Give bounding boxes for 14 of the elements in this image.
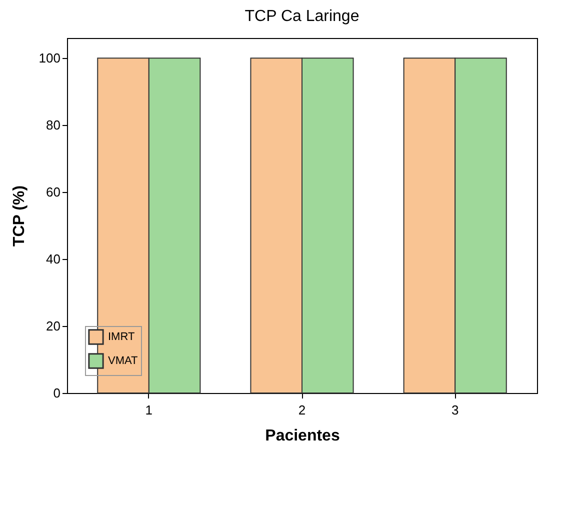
- y-axis-title: TCP (%): [10, 185, 28, 247]
- x-tick-label: 2: [298, 402, 306, 418]
- y-tick-label: 20: [46, 318, 60, 334]
- y-tick-label: 100: [38, 50, 60, 66]
- y-tick-label: 0: [53, 386, 60, 400]
- x-axis-title: Pacientes: [265, 428, 340, 444]
- x-tick-label: 3: [451, 402, 459, 418]
- y-tick-label: 60: [46, 184, 60, 200]
- x-tick-label: 1: [145, 402, 153, 418]
- legend-label: VMAT: [108, 355, 138, 367]
- legend-label: IMRT: [108, 331, 135, 343]
- y-tick-label: 40: [46, 252, 60, 267]
- y-tick-label: 80: [46, 118, 60, 133]
- chart-title: TCP Ca Laringe: [244, 8, 360, 25]
